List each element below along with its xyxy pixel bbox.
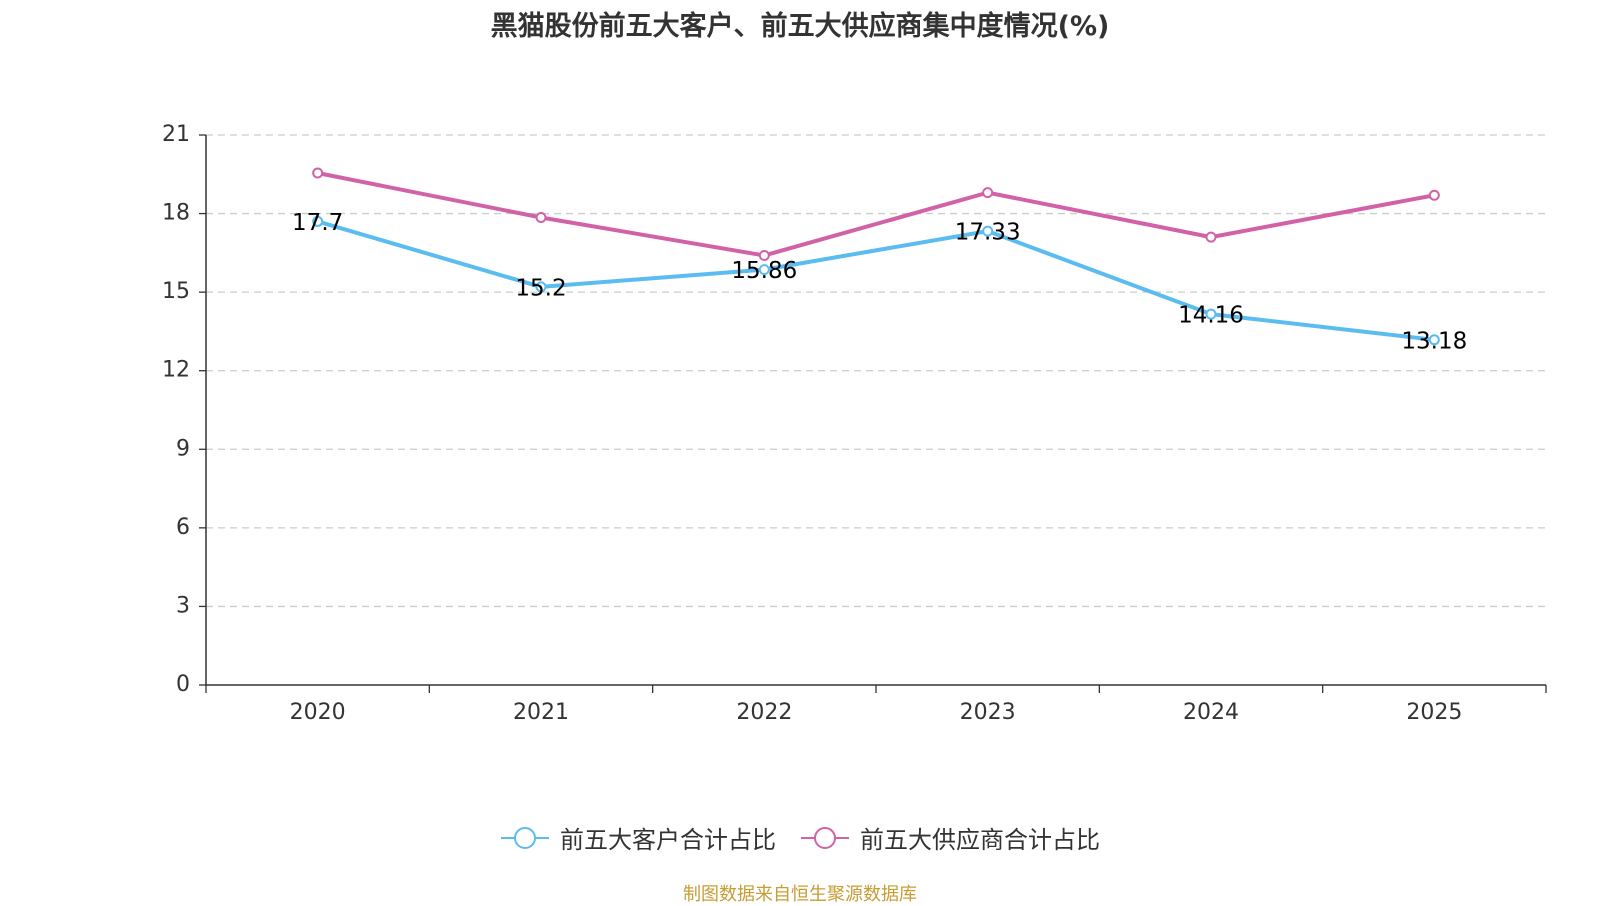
data-point-1-2022 bbox=[758, 249, 770, 261]
x-tick-label-2022: 2022 bbox=[736, 700, 792, 725]
x-tick-label-2024: 2024 bbox=[1183, 700, 1239, 725]
data-label-2024: 14.16 bbox=[1178, 303, 1244, 329]
data-point-1-2024 bbox=[1205, 231, 1217, 243]
y-tick-label-15: 15 bbox=[162, 279, 190, 304]
legend-label-suppliers: 前五大供应商合计占比 bbox=[860, 826, 1100, 854]
y-tick-label-18: 18 bbox=[162, 201, 190, 226]
legend: 前五大客户合计占比 前五大供应商合计占比 bbox=[0, 820, 1600, 855]
legend-label-customers: 前五大客户合计占比 bbox=[560, 826, 776, 854]
y-tick-label-0: 0 bbox=[176, 672, 190, 697]
x-tick-label-2020: 2020 bbox=[290, 700, 346, 725]
y-tick-label-21: 21 bbox=[162, 122, 190, 147]
data-point-1-2023 bbox=[982, 187, 994, 199]
data-point-0-2021 bbox=[535, 281, 547, 293]
chart-title: 黑猫股份前五大客户、前五大供应商集中度情况(%) bbox=[490, 11, 1110, 42]
y-tick-label-12: 12 bbox=[162, 358, 190, 383]
y-tick-label-6: 6 bbox=[176, 515, 190, 540]
data-point-0-2022 bbox=[758, 264, 770, 276]
data-point-1-2025 bbox=[1428, 189, 1440, 201]
data-point-0-2024 bbox=[1205, 308, 1217, 320]
data-point-1-2020 bbox=[312, 167, 324, 179]
legend-symbol-suppliers bbox=[801, 826, 849, 849]
series-line-1 bbox=[315, 170, 1437, 258]
x-tick-label-2021: 2021 bbox=[513, 700, 569, 725]
data-label-2022: 15.86 bbox=[731, 258, 797, 284]
data-label-2025: 13.18 bbox=[1401, 328, 1467, 354]
legend-item-suppliers[interactable]: 前五大供应商合计占比 bbox=[800, 820, 1100, 855]
legend-item-customers[interactable]: 前五大客户合计占比 bbox=[500, 820, 776, 855]
data-point-0-2020 bbox=[312, 215, 324, 227]
x-tick-label-2025: 2025 bbox=[1406, 700, 1462, 725]
data-label-2021: 15.2 bbox=[515, 275, 566, 301]
y-tick-label-9: 9 bbox=[176, 436, 190, 461]
source-note: 制图数据来自恒生聚源数据库 bbox=[683, 884, 917, 905]
data-label-2023: 17.33 bbox=[955, 220, 1021, 246]
legend-symbol-customers bbox=[501, 826, 549, 849]
x-tick-label-2023: 2023 bbox=[960, 700, 1016, 725]
data-point-0-2025 bbox=[1428, 334, 1440, 346]
series-line-0 bbox=[315, 219, 1437, 342]
y-tick-label-3: 3 bbox=[176, 593, 190, 618]
data-label-2020: 17.7 bbox=[292, 210, 343, 236]
data-point-0-2023 bbox=[982, 225, 994, 237]
data-point-1-2021 bbox=[535, 212, 547, 223]
